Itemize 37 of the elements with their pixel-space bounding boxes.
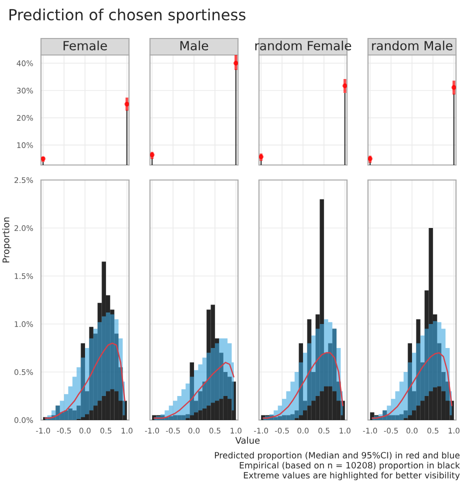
y-axis-title: Proportion [2, 217, 12, 262]
bar [168, 416, 174, 420]
chart-title: Female [64, 40, 107, 50]
chart-title: Male [180, 40, 208, 50]
bar [210, 304, 215, 420]
bar [177, 415, 182, 420]
chart-title: random Male [372, 40, 452, 50]
bar [181, 415, 186, 420]
text: Empirical (based on n = 10208) proportion in black [240, 462, 460, 470]
bar [428, 228, 433, 420]
text: Extreme values are highlighted for better visibility [244, 472, 460, 480]
bar [332, 328, 337, 420]
bar [399, 414, 404, 420]
bar [395, 415, 400, 420]
bar [408, 343, 412, 420]
bar [80, 343, 85, 420]
bar [274, 417, 278, 420]
chart-title: random Female [255, 40, 352, 50]
bar [416, 319, 420, 420]
bar [370, 412, 374, 420]
bar [307, 319, 312, 420]
text: Prediction of chosen sportiness [10, 8, 246, 24]
bar [320, 199, 324, 420]
bar [102, 262, 106, 420]
bar [173, 415, 178, 420]
bar [89, 326, 94, 420]
bar [391, 415, 396, 420]
bar [190, 362, 194, 420]
bar [286, 415, 290, 420]
line-series [44, 342, 126, 419]
bar [298, 343, 303, 420]
bar [68, 408, 72, 420]
bar [290, 414, 295, 420]
bar [282, 415, 286, 420]
text: Predicted proportion (Median and 95%CI) in red and blue [214, 452, 460, 460]
bar [278, 416, 282, 420]
x-axis-title: Value [235, 436, 260, 444]
